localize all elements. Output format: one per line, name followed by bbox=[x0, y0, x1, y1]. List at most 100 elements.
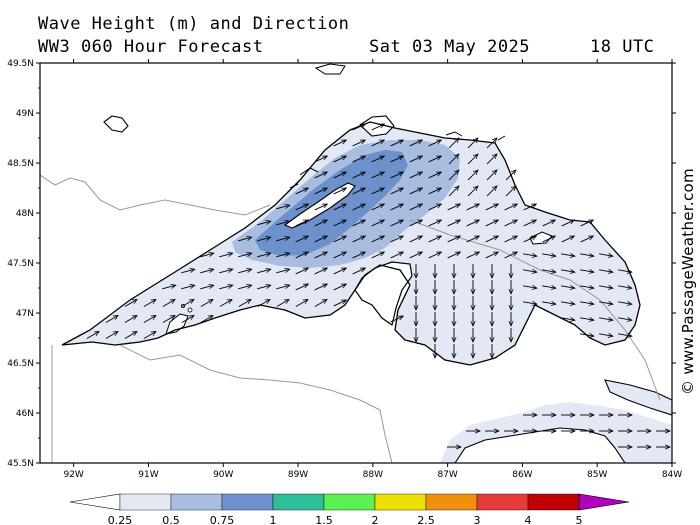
wave-arrow bbox=[200, 285, 214, 290]
wave-arrow bbox=[314, 203, 328, 211]
wave-arrow bbox=[523, 254, 537, 256]
wave-arrow bbox=[485, 219, 499, 227]
wave-arrow bbox=[333, 203, 347, 211]
wave-arrow bbox=[618, 302, 632, 304]
wave-arrow bbox=[428, 187, 442, 195]
lon-tick-label: 85W bbox=[587, 470, 607, 480]
wave-arrow bbox=[371, 123, 385, 131]
wave-arrow bbox=[333, 219, 347, 227]
wave-arrow bbox=[295, 300, 308, 307]
wave-arrow bbox=[257, 285, 271, 290]
lat-tick-label: 46.5N bbox=[7, 359, 34, 369]
wave-arrow bbox=[505, 186, 516, 197]
forecast-time: 18 UTC bbox=[590, 37, 655, 57]
wave-arrow bbox=[409, 155, 423, 163]
wave-arrow bbox=[352, 155, 366, 163]
wave-arrow bbox=[428, 251, 442, 259]
lon-tick-label: 87W bbox=[437, 470, 457, 480]
wave-arrow bbox=[105, 332, 118, 339]
lat-tick-label: 47.5N bbox=[7, 259, 34, 269]
wave-arrow bbox=[124, 332, 137, 339]
wave-arrow bbox=[238, 269, 252, 274]
wave-arrow bbox=[467, 186, 478, 197]
lat-tick-label: 48N bbox=[16, 209, 34, 219]
wave-arrow bbox=[523, 286, 537, 288]
inland-lake-nipigon bbox=[359, 115, 395, 137]
wave-arrow bbox=[314, 300, 327, 307]
wave-arrow bbox=[428, 235, 442, 243]
wave-arrow bbox=[390, 219, 404, 227]
wave-arrow bbox=[580, 318, 594, 320]
wave-arrow bbox=[504, 235, 518, 243]
wave-arrow bbox=[390, 139, 404, 147]
chart-title: Wave Height (m) and Direction bbox=[38, 14, 350, 34]
colorbar-label: 3 bbox=[474, 514, 481, 525]
wave-arrow bbox=[238, 237, 252, 242]
wave-arrow bbox=[447, 235, 461, 243]
wave-arrow bbox=[466, 203, 480, 211]
wave-arrow bbox=[466, 219, 480, 227]
colorbar-min-cap bbox=[69, 493, 121, 511]
lat-tick-label: 48.5N bbox=[7, 159, 34, 169]
wave-arrow bbox=[505, 170, 516, 181]
wave-arrow bbox=[580, 334, 594, 336]
wave-arrow bbox=[124, 300, 137, 307]
wave-arrow bbox=[580, 254, 594, 256]
wave-arrow bbox=[333, 251, 347, 259]
wave-arrow bbox=[276, 269, 290, 274]
wave-direction-arrows bbox=[86, 123, 670, 447]
wave-arrow bbox=[486, 154, 497, 165]
wave-arrow bbox=[371, 203, 385, 211]
wave-arrow bbox=[219, 300, 232, 307]
wave-arrow bbox=[352, 267, 366, 275]
axis-ticks: 49.5N 49N 48.5N 48N 47.5N 47N 46.5N 46N 45.5N 92W… bbox=[7, 59, 682, 480]
wave-arrow bbox=[333, 283, 347, 291]
colorbar-segment bbox=[272, 493, 325, 511]
wave-arrow bbox=[504, 203, 518, 211]
lat-tick-label: 45.5N bbox=[7, 459, 34, 469]
wave-arrow bbox=[333, 155, 347, 163]
colorbar-label: 2.5 bbox=[417, 514, 435, 525]
wave-arrow bbox=[428, 139, 442, 147]
wave-arrow bbox=[409, 139, 423, 147]
wave-arrow bbox=[485, 203, 499, 211]
wave-arrow bbox=[467, 170, 478, 181]
wave-arrow bbox=[371, 219, 385, 227]
wave-arrow bbox=[314, 155, 328, 163]
wave-arrow bbox=[333, 171, 347, 179]
wave-arrow bbox=[542, 219, 556, 227]
wave-arrow bbox=[448, 138, 459, 149]
colorbar-label: 4 bbox=[525, 514, 532, 525]
wave-arrow bbox=[162, 316, 175, 323]
wave-arrow bbox=[599, 334, 613, 336]
wave-arrow bbox=[390, 251, 404, 259]
colorbar: 0.25 0.5 0.75 1 1.5 2 2.5 3 4 5 bbox=[69, 493, 630, 525]
wave-arrow bbox=[448, 186, 459, 197]
wave-arrow bbox=[390, 203, 404, 211]
wave-arrow bbox=[561, 270, 575, 272]
forecast-label: WW3 060 Hour Forecast bbox=[38, 37, 264, 57]
wave-arrow bbox=[295, 235, 309, 243]
wave-arrow bbox=[314, 267, 328, 275]
wave-arrow bbox=[542, 254, 556, 256]
wave-arrow bbox=[257, 221, 271, 226]
wave-arrow bbox=[276, 300, 289, 307]
wave-arrow bbox=[314, 251, 328, 259]
wave-arrow bbox=[181, 316, 194, 323]
wave-arrow bbox=[86, 332, 99, 339]
wave-arrow bbox=[390, 315, 404, 323]
colorbar-segment bbox=[425, 493, 478, 511]
credit-text: © www.PassageWeather.com bbox=[679, 168, 697, 395]
lon-tick-label: 91W bbox=[138, 470, 158, 480]
colorbar-segment bbox=[170, 493, 223, 511]
wave-arrow bbox=[599, 270, 613, 272]
wave-arrow bbox=[409, 203, 423, 211]
superior-coastline bbox=[61, 121, 641, 366]
wave-arrow bbox=[257, 237, 271, 242]
lat-tick-label: 49.5N bbox=[7, 59, 34, 69]
wave-arrow bbox=[580, 270, 594, 272]
wave-arrow bbox=[257, 300, 270, 307]
wave-arrow bbox=[467, 138, 478, 149]
wave-arrow bbox=[523, 203, 537, 211]
